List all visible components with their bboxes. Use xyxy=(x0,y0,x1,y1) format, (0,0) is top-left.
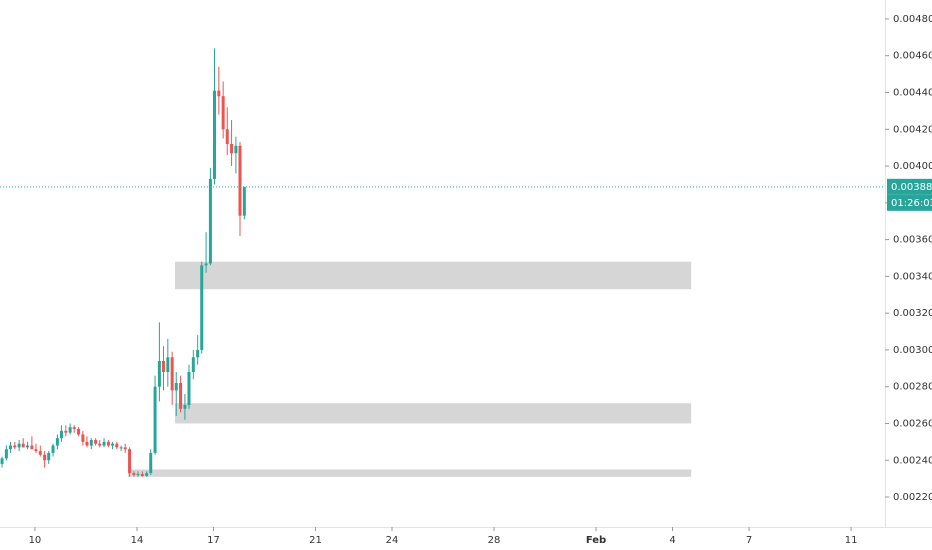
candle-body xyxy=(51,445,55,453)
x-tick-label: 17 xyxy=(207,535,220,546)
x-tick-label: 4 xyxy=(669,535,675,546)
x-tick-label: 28 xyxy=(488,535,501,546)
y-tick-label: 0.004800 xyxy=(893,14,932,25)
candle-body xyxy=(217,90,221,97)
x-tick-label: Feb xyxy=(586,535,606,546)
candle-body xyxy=(170,357,174,391)
candle-body xyxy=(221,96,225,130)
candle-body xyxy=(0,458,4,464)
candle-body xyxy=(64,430,68,433)
candle-body xyxy=(68,427,72,433)
candle-body xyxy=(72,427,76,429)
candle-body xyxy=(17,443,21,448)
candle-body xyxy=(187,371,191,406)
x-tick-label: 24 xyxy=(386,535,399,546)
zone xyxy=(174,261,692,290)
candle-body xyxy=(47,452,51,461)
candle-body xyxy=(89,440,93,446)
candle-body xyxy=(212,90,216,179)
candle-body xyxy=(110,443,114,446)
candle-body xyxy=(102,441,106,446)
candle-body xyxy=(128,449,132,474)
candle-body xyxy=(81,434,85,442)
candle-body xyxy=(234,145,238,154)
candle-body xyxy=(174,383,178,391)
candle-body xyxy=(94,440,98,444)
candle-body xyxy=(123,447,127,450)
candle-body xyxy=(30,445,34,450)
candle-body xyxy=(55,438,59,446)
last-price-label: 0.003887 xyxy=(891,182,932,193)
candle-body xyxy=(26,445,30,448)
candle-body xyxy=(242,186,246,216)
candle-body xyxy=(149,452,153,474)
candle-body xyxy=(115,443,119,448)
candle-body xyxy=(136,474,140,476)
candle-body xyxy=(98,443,102,446)
candle-body xyxy=(13,445,17,448)
countdown-badge xyxy=(887,194,932,211)
candle-body xyxy=(183,405,187,409)
x-tick-label: 21 xyxy=(309,535,322,546)
candle-body xyxy=(157,360,161,387)
candle-body xyxy=(225,129,229,144)
candle-body xyxy=(153,386,157,453)
candle-body xyxy=(59,430,63,439)
x-tick-label: 14 xyxy=(131,535,144,546)
candle-body xyxy=(161,360,165,372)
candle-body xyxy=(166,357,170,372)
candle-body xyxy=(132,473,136,475)
candle-body xyxy=(191,357,195,372)
candle-body xyxy=(38,451,42,455)
candle-body xyxy=(179,383,183,409)
last-price-badge xyxy=(887,178,932,195)
candle-body xyxy=(21,443,25,448)
candle-body xyxy=(204,263,208,266)
candle-body xyxy=(4,449,8,459)
candle-body xyxy=(238,145,242,216)
candle-body xyxy=(8,445,12,450)
x-tick-label: 11 xyxy=(845,535,858,546)
candle-body xyxy=(140,474,144,476)
candle-body xyxy=(77,428,81,435)
candle-body xyxy=(85,441,89,446)
zone xyxy=(174,403,692,424)
candle-body xyxy=(119,447,123,449)
candle-body xyxy=(200,265,204,350)
zone xyxy=(128,469,692,477)
x-tick-label: 10 xyxy=(29,535,42,546)
candle-body xyxy=(208,178,212,264)
countdown-label: 01:26:03 xyxy=(891,198,932,209)
candle-body xyxy=(43,454,47,461)
candle-body xyxy=(145,473,149,476)
candle-body xyxy=(106,441,110,446)
candle-body xyxy=(196,349,200,358)
candle-body xyxy=(230,143,234,154)
candle-body xyxy=(34,449,38,452)
x-tick-label: 7 xyxy=(746,535,752,546)
